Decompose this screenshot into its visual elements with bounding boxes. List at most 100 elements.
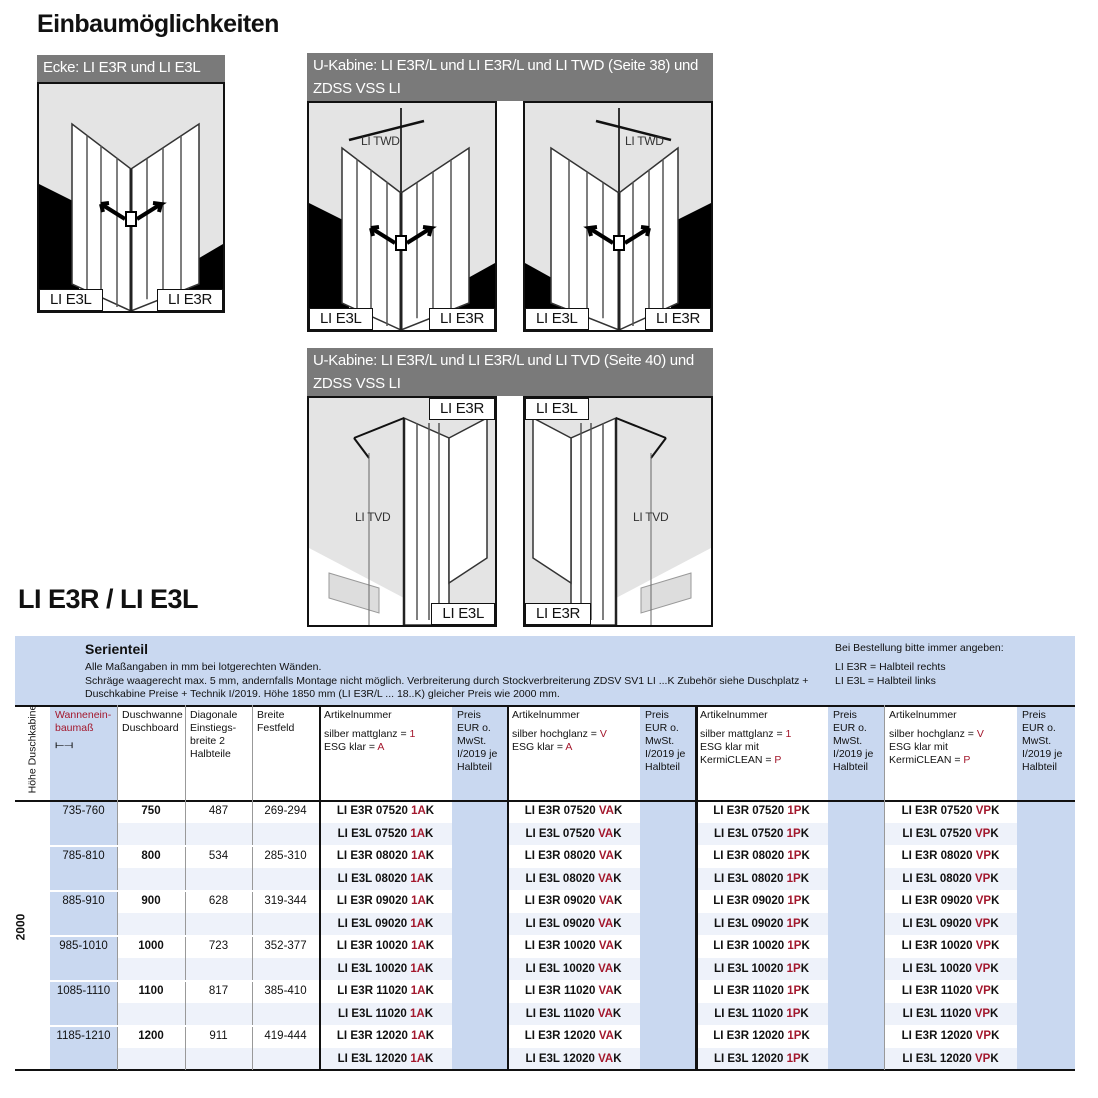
article-suffix: K	[425, 895, 435, 907]
article-suffix: K	[800, 827, 810, 840]
arrow-icon	[583, 225, 651, 245]
article-base: LI E3L 12020	[902, 1052, 975, 1065]
diagonal-cell: 911	[209, 1030, 228, 1042]
article-number: LI E3R 12020 1AK	[319, 1025, 452, 1048]
article-suffix: K	[613, 895, 623, 907]
row-alt-bg	[884, 957, 1017, 980]
article-number: LI E3L 10020 VAK	[507, 958, 640, 981]
article-variant: VA	[598, 895, 614, 907]
breite-cell: 319-344	[264, 895, 307, 907]
header-hoehe: Höhe Duschkabine	[15, 705, 50, 800]
article-suffix: K	[425, 985, 434, 997]
article-base: LI E3L 12020	[713, 1052, 787, 1065]
article-number: LI E3L 08020 1AK	[319, 868, 452, 891]
duschwanne-cell: 1100	[138, 985, 164, 997]
row-alt-bg	[117, 1047, 319, 1070]
article-suffix: K	[800, 1052, 810, 1065]
header-article-2: Artikelnummer silber hochglanz = V ESG k…	[507, 705, 640, 800]
header-article-3: Artikelnummer silber mattglanz = 1 ESG k…	[695, 705, 828, 800]
article-suffix: K	[990, 1052, 999, 1065]
article-suffix: K	[800, 962, 810, 975]
row-alt-bg	[507, 912, 640, 935]
divider	[50, 1025, 319, 1027]
divider	[695, 705, 698, 1070]
divider	[15, 800, 1075, 802]
price-cell	[452, 980, 507, 1003]
header-price-1: Preis EUR o. MwSt. I/2019 je Halbteil	[452, 705, 507, 800]
article-suffix: K	[800, 917, 810, 930]
price-cell	[1017, 800, 1075, 823]
shower-tray	[328, 572, 380, 614]
article-base: LI E3L 10020	[713, 962, 787, 975]
article-base: LI E3R 12020	[336, 1030, 412, 1042]
article-base: LI E3R 10020	[336, 940, 412, 952]
divider	[319, 705, 321, 1070]
breite-cell: 269-294	[264, 805, 307, 817]
article-base: LI E3L 07520	[902, 827, 975, 840]
price-cell	[1017, 980, 1075, 1003]
duschwanne-cell: 900	[141, 895, 161, 907]
price-cell	[1017, 823, 1075, 846]
glass-side	[403, 416, 450, 625]
article-number: LI E3L 12020 1PK	[695, 1048, 828, 1071]
article-base: LI E3R 10020	[901, 940, 976, 952]
price-cell	[828, 958, 884, 981]
price-cell	[1017, 868, 1075, 891]
article-base: LI E3R 09020	[336, 895, 412, 907]
article-variant: VP	[975, 1052, 991, 1065]
divider	[15, 705, 1075, 707]
row-alt-bg	[695, 957, 828, 980]
article-base: LI E3L 07520	[525, 827, 599, 840]
article-number: LI E3R 08020 1AK	[319, 845, 452, 868]
price-cell	[1017, 890, 1075, 913]
price-cell	[828, 1025, 884, 1048]
article-variant: 1A	[410, 985, 426, 997]
u-twd-diagram-left: LI TWD LI E3L LI E3R	[307, 101, 497, 332]
label-left: LI E3L	[309, 308, 373, 330]
article-number: LI E3L 12020 VPK	[884, 1048, 1017, 1071]
article-base: LI E3R 10020	[524, 940, 599, 952]
article-variant: VA	[598, 827, 614, 840]
article-variant: 1A	[410, 917, 426, 930]
row-alt-bg	[319, 1047, 452, 1070]
article-suffix: K	[801, 895, 810, 907]
article-variant: 1P	[786, 1052, 801, 1065]
panel-corner-header: Ecke: LI E3R und LI E3L	[37, 55, 225, 82]
diagonal-cell: 723	[208, 940, 229, 952]
article-number: LI E3R 11020 1PK	[695, 980, 828, 1003]
divider	[507, 705, 509, 1070]
article-suffix: K	[800, 1007, 809, 1020]
header-wanne: Wannenein-baumaß ⟝⟞	[50, 705, 117, 800]
price-cell	[452, 823, 507, 846]
price-column-bg	[828, 800, 884, 1070]
article-suffix: K	[990, 872, 999, 885]
article-number: LI E3L 09020 1AK	[319, 913, 452, 936]
product-title: LI E3R / LI E3L	[18, 584, 199, 614]
row-alt-bg	[695, 1002, 828, 1025]
price-cell	[828, 913, 884, 936]
width-dimension-icon: ⟝⟞	[55, 739, 74, 751]
article-variant: VA	[598, 940, 614, 952]
article-base: LI E3L 09020	[525, 917, 599, 930]
article-base: LI E3R 07520	[901, 805, 976, 817]
article-variant: VA	[598, 805, 614, 817]
row-alt-bg	[117, 1002, 319, 1025]
article-base: LI E3R 08020	[336, 850, 412, 862]
stabilizer-bar	[353, 417, 405, 439]
row-alt-bg	[319, 1002, 452, 1025]
row-alt-bg	[117, 822, 319, 845]
article-base: LI E3L 11020	[525, 1007, 598, 1020]
price-column-bg	[640, 800, 695, 1070]
article-suffix: K	[613, 872, 622, 885]
article-number: LI E3L 07520 1PK	[695, 823, 828, 846]
article-base: LI E3L 09020	[337, 917, 411, 930]
row-alt-bg	[117, 912, 319, 935]
article-variant: VA	[598, 872, 614, 885]
article-variant: 1A	[410, 872, 426, 885]
article-suffix: K	[613, 1052, 622, 1065]
article-suffix: K	[612, 1007, 622, 1020]
article-number: LI E3R 10020 VPK	[884, 935, 1017, 958]
shower-tray	[640, 572, 692, 614]
article-base: LI E3L 11020	[714, 1007, 787, 1020]
article-suffix: K	[800, 872, 810, 885]
